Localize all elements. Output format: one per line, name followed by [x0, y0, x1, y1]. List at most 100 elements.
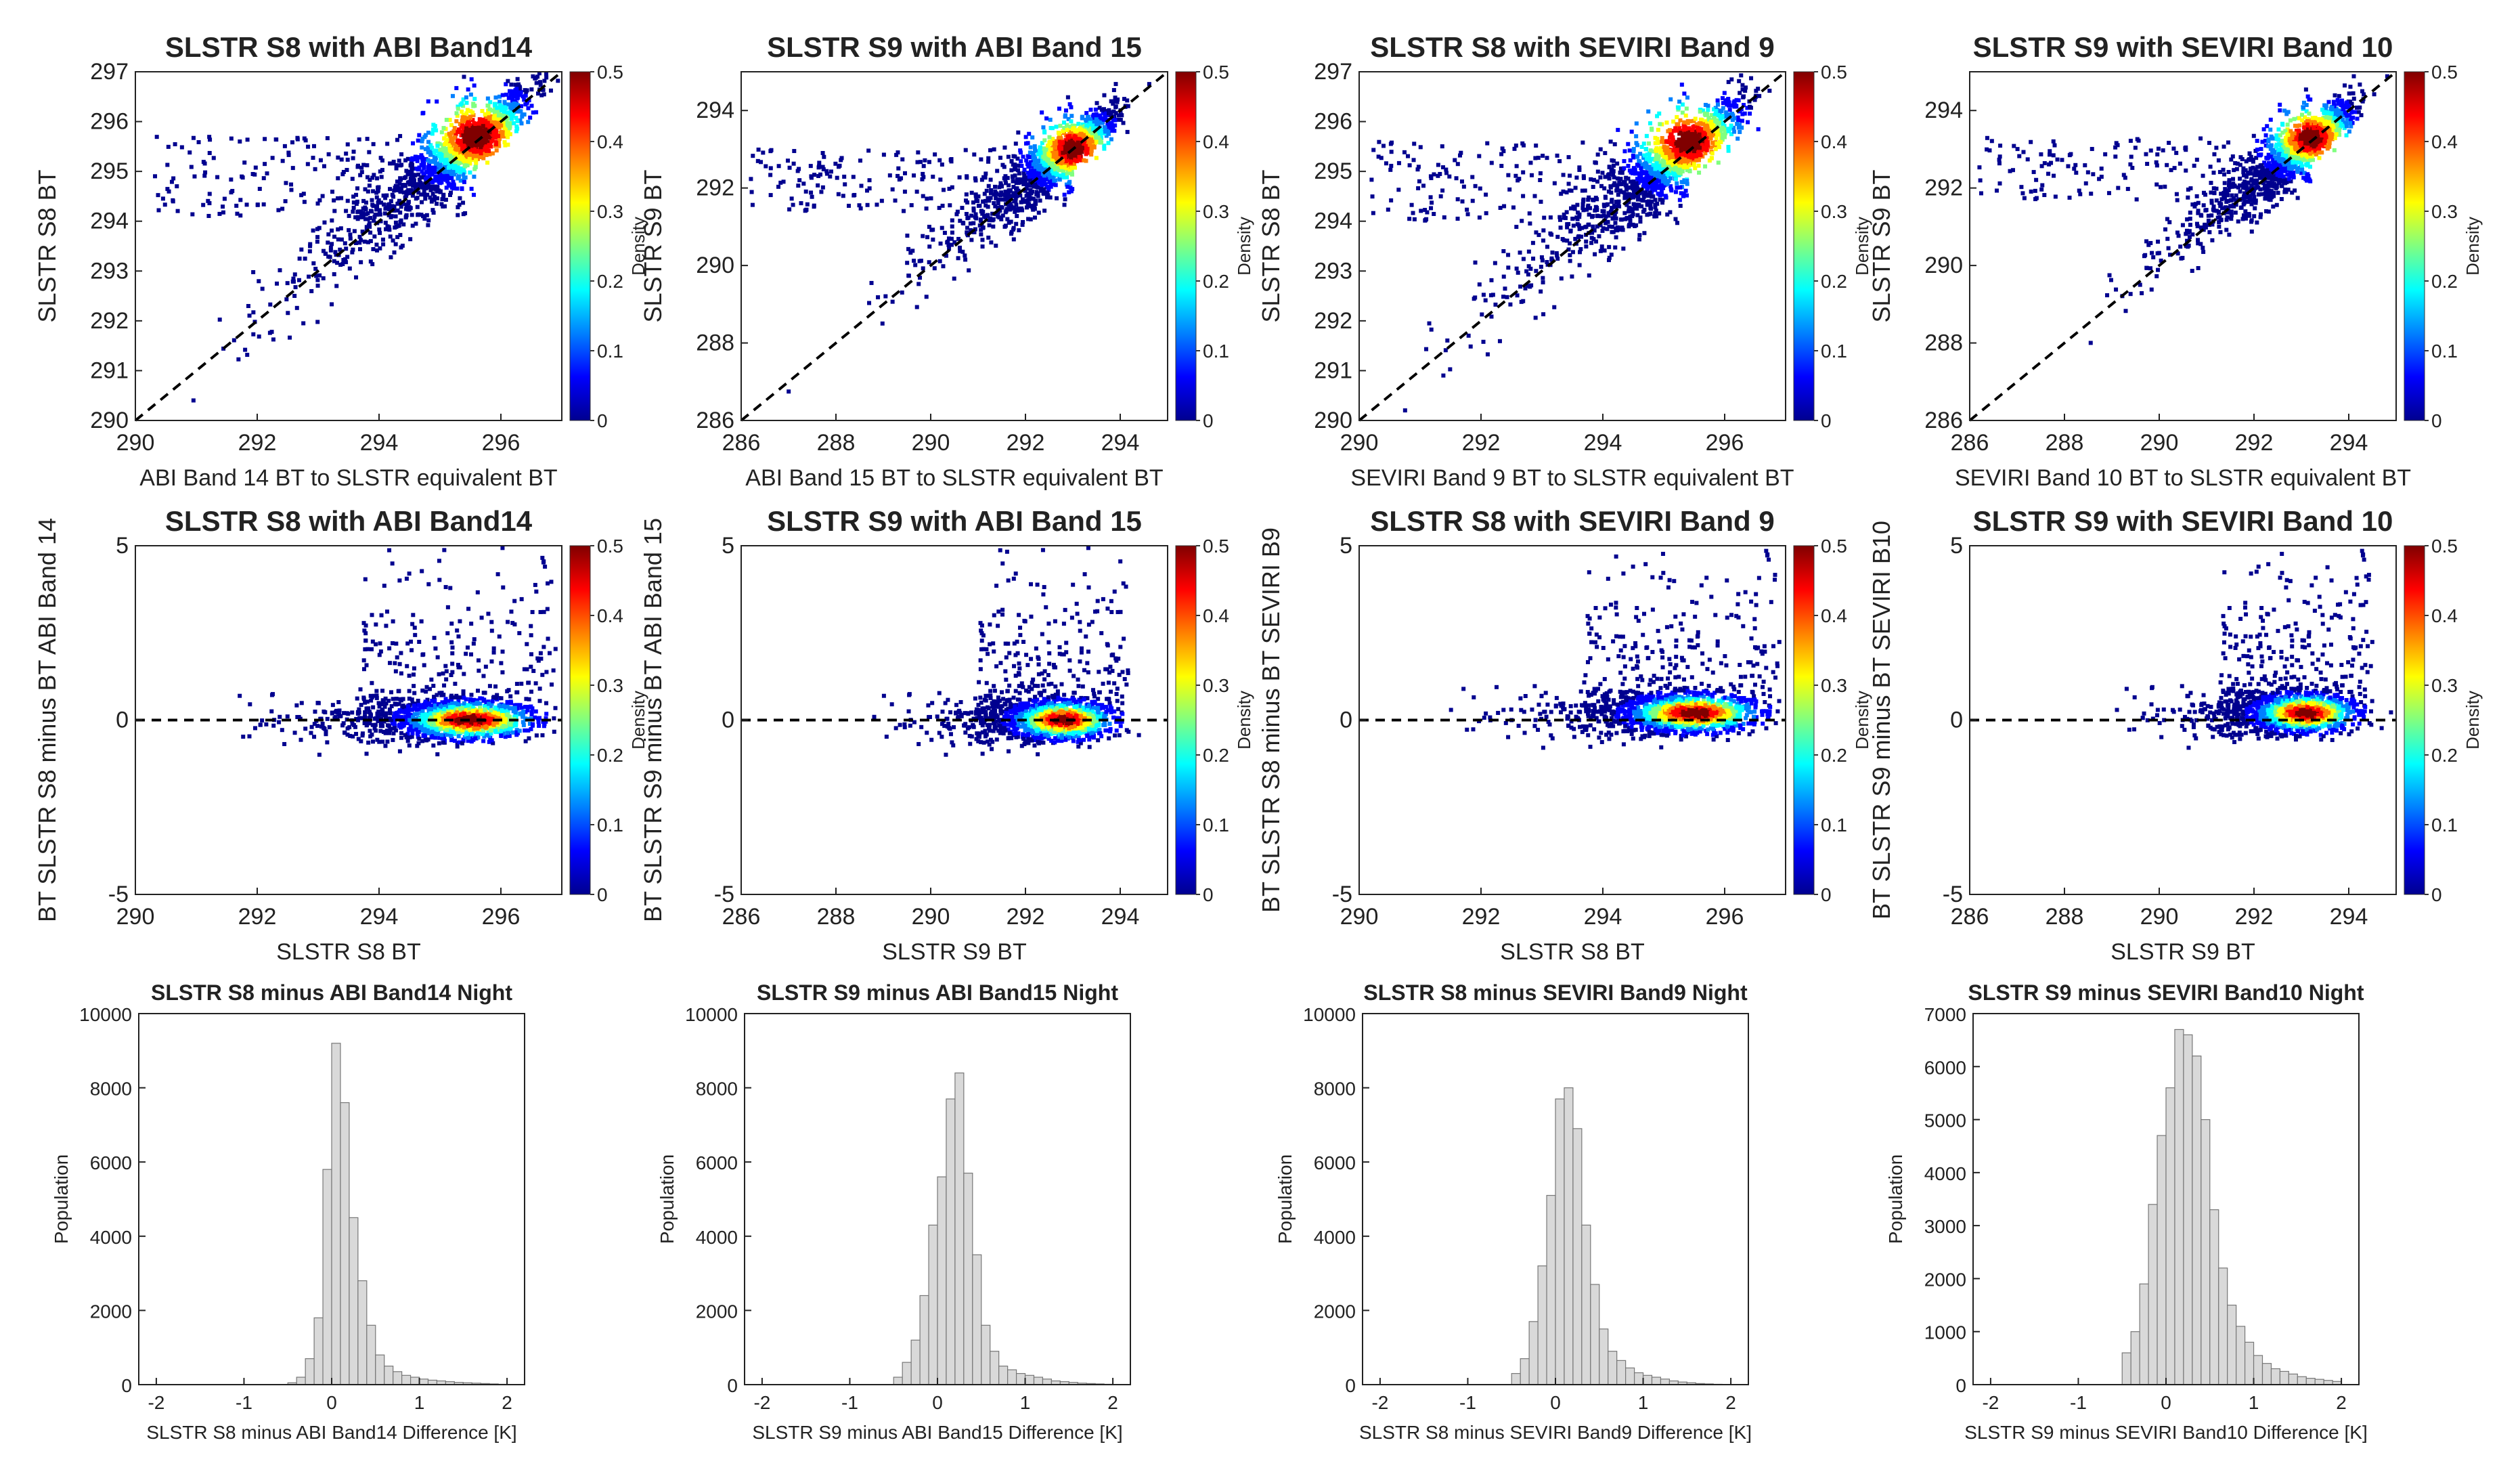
data-point	[1571, 204, 1576, 209]
data-point	[1099, 140, 1104, 145]
data-point	[456, 213, 460, 217]
data-point	[1421, 183, 1426, 188]
data-point	[1067, 102, 1072, 106]
data-point	[293, 285, 298, 290]
data-point	[1602, 248, 1607, 253]
data-point	[336, 227, 340, 232]
data-point	[857, 203, 862, 208]
data-point	[1021, 171, 1026, 175]
data-point	[217, 318, 222, 322]
data-point	[1667, 135, 1672, 140]
data-point	[1084, 145, 1089, 150]
data-point	[820, 165, 825, 169]
data-point	[1412, 217, 1417, 221]
data-point	[992, 201, 996, 206]
data-point	[1673, 146, 1677, 150]
data-point	[1683, 160, 1687, 165]
data-point	[447, 118, 452, 123]
data-point	[1098, 131, 1103, 135]
data-point	[755, 158, 760, 163]
data-point	[1721, 101, 1725, 106]
data-point	[474, 126, 479, 131]
data-point	[1716, 123, 1721, 128]
data-point	[1002, 165, 1007, 169]
data-point	[1709, 113, 1714, 118]
data-point	[494, 124, 499, 129]
data-point	[1697, 152, 1702, 157]
data-point	[1090, 127, 1095, 131]
data-point	[476, 149, 481, 154]
data-point	[835, 175, 839, 180]
data-point	[950, 218, 954, 223]
data-point	[1662, 140, 1666, 145]
data-point	[1521, 257, 1526, 261]
data-point	[1003, 174, 1008, 179]
data-point	[413, 186, 418, 190]
data-point	[1066, 162, 1071, 167]
data-point	[1379, 156, 1384, 160]
data-point	[819, 190, 824, 194]
data-point	[1411, 158, 1416, 162]
data-point	[270, 156, 275, 160]
data-point	[468, 127, 473, 132]
data-point	[1579, 234, 1584, 239]
data-point	[472, 174, 477, 179]
x-tick-label: 290	[116, 430, 155, 456]
data-point	[1041, 125, 1046, 130]
data-point	[415, 196, 420, 200]
data-point	[1636, 196, 1641, 200]
data-point	[820, 150, 825, 155]
data-point	[1048, 169, 1053, 173]
data-point	[372, 173, 376, 177]
data-point	[1607, 244, 1612, 249]
data-point	[1606, 219, 1610, 224]
data-point	[1028, 145, 1033, 150]
data-point	[541, 92, 546, 97]
data-point	[1645, 181, 1650, 186]
data-point	[359, 170, 364, 175]
data-point	[311, 144, 316, 148]
data-point	[988, 216, 993, 221]
data-point	[1566, 247, 1571, 252]
data-point	[1058, 152, 1063, 156]
data-point	[1721, 121, 1725, 126]
data-point	[444, 186, 449, 190]
data-point	[1746, 120, 1750, 125]
data-point	[339, 157, 344, 162]
data-point	[445, 152, 449, 157]
y-tick-label: 293	[90, 258, 129, 284]
data-point	[461, 133, 466, 138]
data-point	[1021, 219, 1025, 224]
data-point	[1693, 129, 1698, 134]
data-point	[1687, 126, 1692, 131]
data-point	[460, 118, 464, 123]
data-point	[1767, 89, 1772, 93]
data-point	[221, 210, 225, 215]
data-point	[1423, 217, 1428, 222]
data-point	[1533, 156, 1538, 160]
data-point	[351, 194, 356, 199]
data-point	[1588, 206, 1593, 211]
data-point	[1668, 160, 1673, 165]
data-point	[1644, 133, 1649, 138]
data-point	[1016, 163, 1021, 168]
data-point	[1428, 195, 1433, 200]
data-point	[1065, 123, 1069, 127]
data-point	[443, 161, 447, 166]
data-point	[1079, 158, 1084, 162]
scatter-points	[1369, 73, 1772, 413]
data-point	[1584, 244, 1589, 249]
data-point	[768, 149, 773, 154]
data-point	[1578, 246, 1583, 251]
data-point	[1658, 193, 1662, 198]
data-point	[997, 185, 1002, 190]
data-point	[1061, 173, 1065, 177]
data-point	[473, 165, 478, 169]
data-point	[1526, 284, 1530, 288]
data-point	[1722, 91, 1727, 95]
data-point	[345, 157, 350, 162]
data-point	[342, 257, 347, 261]
data-point	[1642, 231, 1647, 236]
data-point	[528, 115, 533, 120]
data-point	[173, 142, 177, 147]
